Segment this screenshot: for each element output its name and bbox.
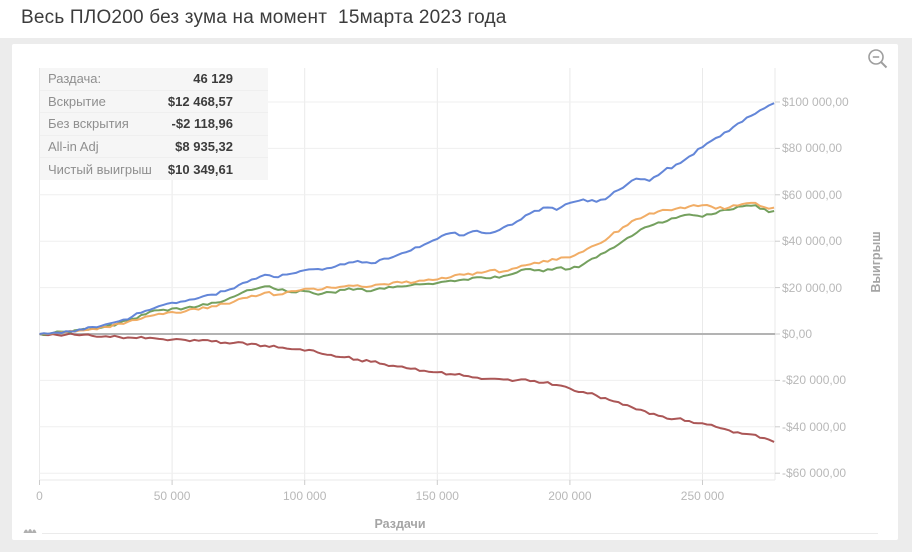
stat-value: $10 349,61 — [167, 161, 233, 177]
page-title: Весь ПЛО200 без зума на момент 15марта 2… — [21, 7, 507, 28]
drag-handle-icon[interactable] — [22, 525, 40, 535]
stat-label: All-in Adj — [48, 139, 99, 155]
x-tick-label: 100 000 — [282, 489, 327, 503]
y-tick-label: -$20 000,00 — [782, 373, 847, 388]
x-tick-label: 250 000 — [680, 489, 725, 503]
y-tick-label: -$60 000,00 — [782, 466, 847, 481]
x-tick-label: 50 000 — [153, 489, 191, 503]
y-tick-label: $0,00 — [782, 327, 813, 341]
stats-tooltip: Раздача: 46 129 Вскрытие $12 468,57 Без … — [40, 68, 268, 180]
x-tick-label: 150 000 — [415, 489, 459, 503]
stat-value: 46 129 — [193, 71, 233, 87]
stat-label: Без вскрытия — [48, 116, 129, 132]
stat-row-net-won: Чистый выигрыш $10 349,61 — [40, 158, 268, 180]
series-line — [39, 204, 775, 336]
stat-row-hand: Раздача: 46 129 — [40, 68, 268, 91]
stat-row-showdown: Вскрытие $12 468,57 — [40, 91, 268, 114]
zoom-out-icon[interactable] — [866, 47, 890, 71]
stat-row-non-showdown: Без вскрытия -$2 118,96 — [40, 113, 268, 136]
stat-label: Вскрытие — [48, 93, 106, 109]
scrollbar-track[interactable] — [42, 533, 878, 534]
x-tick-label: 200 000 — [548, 489, 592, 503]
y-tick-label: $80 000,00 — [782, 141, 843, 156]
y-tick-label: $100 000,00 — [782, 95, 849, 109]
series-line — [39, 332, 775, 443]
series-line — [39, 201, 775, 335]
y-axis-title: Выигрыш — [869, 231, 883, 293]
y-tick-label: $60 000,00 — [782, 187, 843, 202]
stat-value: $12 468,57 — [167, 93, 233, 109]
series-line — [39, 102, 775, 335]
stat-label: Чистый выигрыш — [48, 161, 152, 177]
x-tick-label: 0 — [36, 489, 43, 503]
y-tick-label: $40 000,00 — [782, 234, 843, 249]
stat-label: Раздача: — [48, 71, 102, 87]
stat-value: $8 935,32 — [175, 139, 233, 155]
x-axis-title: Раздачи — [374, 517, 426, 531]
y-tick-label: -$40 000,00 — [782, 419, 847, 434]
stat-row-allin-adj: All-in Adj $8 935,32 — [40, 136, 268, 159]
stat-value: -$2 118,96 — [171, 116, 233, 132]
y-tick-label: $20 000,00 — [782, 280, 843, 295]
